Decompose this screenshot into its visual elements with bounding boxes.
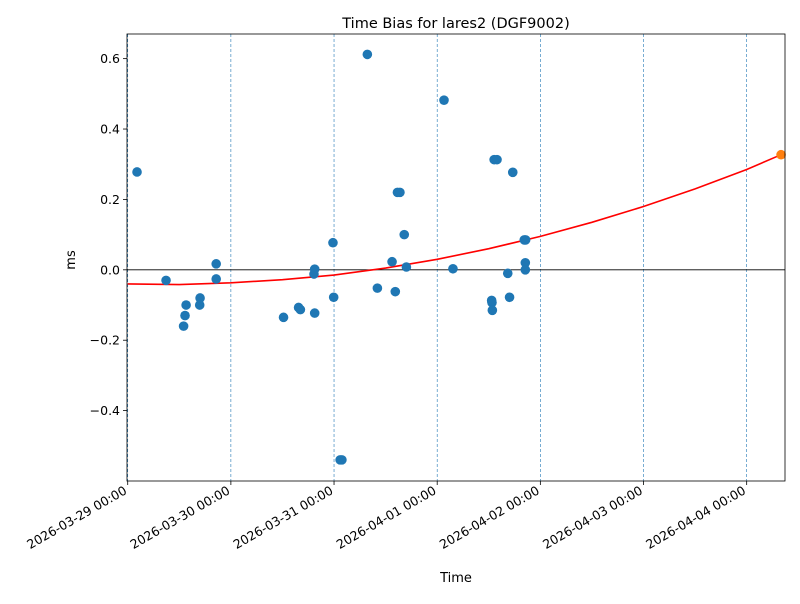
data-point	[502, 268, 513, 279]
data-point	[161, 275, 171, 286]
data-point	[362, 49, 373, 60]
data-point	[337, 455, 347, 465]
data-point	[401, 262, 412, 272]
data-point	[504, 292, 515, 303]
data-point	[520, 257, 531, 268]
chart-title: Time Bias for lares2 (DGF9002)	[341, 16, 570, 32]
x-axis-label: Time	[439, 571, 472, 586]
data-point	[520, 235, 531, 245]
prediction-point	[776, 149, 786, 160]
data-point	[439, 95, 449, 105]
data-point	[372, 283, 383, 293]
data-point	[309, 308, 320, 318]
y-tick-label: 0.0	[100, 262, 120, 277]
plot-frame	[126, 33, 786, 482]
data-point	[211, 274, 221, 284]
data-point	[328, 292, 339, 303]
y-tick-label: −0.2	[90, 333, 120, 348]
data-point	[278, 312, 289, 323]
data-point	[211, 259, 221, 269]
data-point	[390, 286, 401, 297]
y-tick-label: 0.6	[100, 51, 120, 66]
data-point	[181, 300, 191, 310]
fit-curve	[127, 153, 782, 286]
data-point	[448, 263, 458, 274]
data-point	[309, 269, 319, 279]
data-point	[195, 293, 205, 303]
data-point	[507, 167, 518, 178]
data-point	[487, 305, 498, 316]
data-point	[180, 310, 190, 321]
y-tick-label: −0.4	[90, 403, 120, 418]
y-tick-label: 0.4	[100, 122, 120, 137]
y-axis-label: ms	[64, 250, 79, 270]
data-point	[487, 297, 497, 308]
data-point	[194, 300, 205, 310]
data-point	[395, 187, 405, 198]
data-point	[295, 304, 306, 315]
data-point	[387, 256, 397, 267]
data-point	[492, 154, 502, 165]
data-point	[132, 167, 142, 177]
data-point	[520, 265, 531, 275]
y-tick-label: 0.2	[100, 192, 120, 207]
data-point	[399, 229, 410, 240]
data-point	[178, 321, 189, 331]
data-point	[328, 237, 338, 248]
